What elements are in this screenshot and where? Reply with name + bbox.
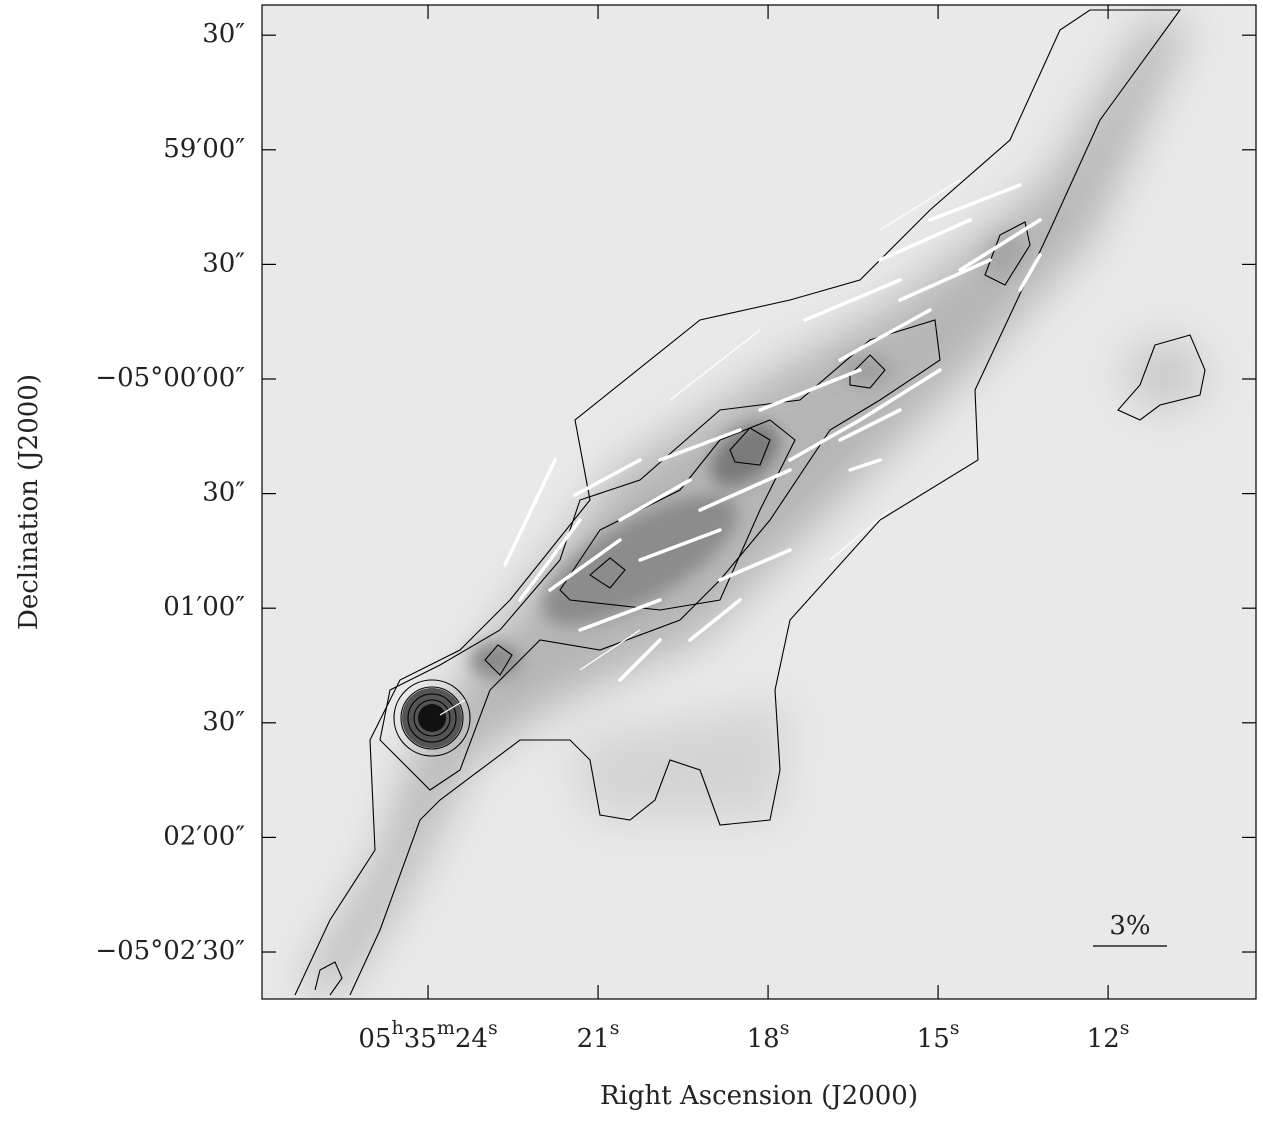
plot-frame [261, 4, 1257, 1000]
y-axis-label: Declination (J2000) [14, 374, 44, 630]
x-tick-label: 12s [1087, 1017, 1130, 1054]
scale-bar-label: 3% [1109, 911, 1150, 941]
y-tick-label: 30″ [202, 248, 245, 278]
y-tick-label: 30″ [202, 19, 245, 49]
image [262, 5, 1256, 999]
y-tick-label: 30″ [202, 478, 245, 508]
y-tick-label: −05°00′00″ [95, 363, 245, 393]
y-tick-label: 02′00″ [163, 821, 245, 851]
y-tick-label: 01′00″ [163, 592, 245, 622]
y-tick-label: −05°02′30″ [95, 936, 245, 966]
polarization-vectors [439, 179, 1042, 716]
x-tick-label: 15s [917, 1017, 960, 1054]
x-tick-label: 05h35m24s [358, 1017, 497, 1054]
y-tick-label: 59′00″ [163, 134, 245, 164]
x-axis-label: Right Ascension (J2000) [600, 1081, 918, 1111]
y-tick-label: 30″ [202, 707, 245, 737]
x-tick-label: 18s [747, 1017, 790, 1054]
x-tick-label: 21s [577, 1017, 620, 1054]
